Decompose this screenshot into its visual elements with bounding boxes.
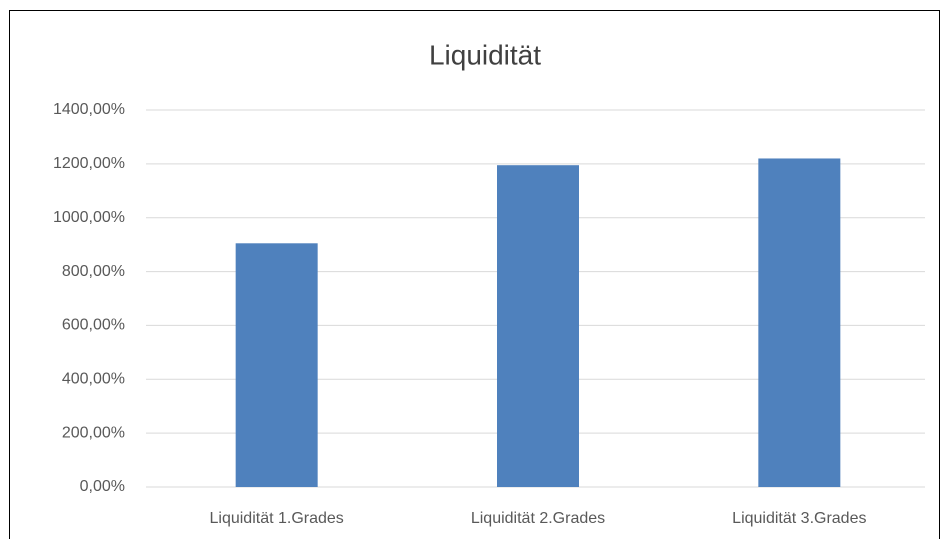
y-tick-label: 600,00% — [62, 317, 125, 334]
y-tick-label: 0,00% — [80, 478, 125, 495]
bar — [235, 243, 318, 487]
y-tick-label: 1000,00% — [53, 209, 125, 226]
y-tick-label: 1200,00% — [53, 155, 125, 172]
x-tick-label: Liquidität 3.Grades — [732, 510, 866, 527]
x-tick-label: Liquidität 2.Grades — [471, 510, 605, 527]
y-tick-label: 1400,00% — [53, 101, 125, 118]
y-tick-label: 200,00% — [62, 424, 125, 441]
bar — [758, 158, 841, 487]
y-tick-label: 800,00% — [62, 263, 125, 280]
bar — [497, 165, 579, 488]
y-tick-label: 400,00% — [62, 371, 125, 388]
chart-title: Liquidität — [429, 39, 541, 70]
x-tick-label: Liquidität 1.Grades — [210, 510, 344, 527]
